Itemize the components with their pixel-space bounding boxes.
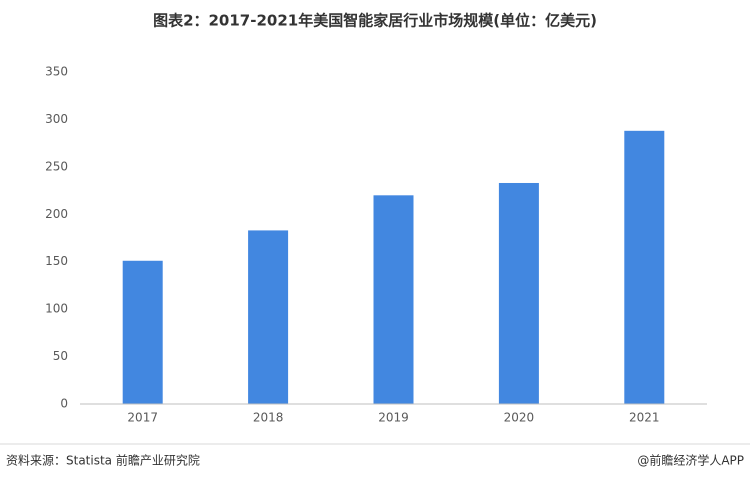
y-tick-label: 0 xyxy=(60,397,68,411)
y-tick-label: 300 xyxy=(45,112,68,126)
bar xyxy=(498,182,539,404)
bar xyxy=(373,195,414,404)
credit: @前瞻经济学人APP xyxy=(637,453,744,468)
bar xyxy=(624,130,665,404)
x-tick-label: 2021 xyxy=(629,411,660,425)
x-tick-label: 2020 xyxy=(504,411,535,425)
x-tick-label: 2019 xyxy=(378,411,409,425)
y-tick-label: 350 xyxy=(45,65,68,79)
x-tick-label: 2017 xyxy=(127,411,158,425)
y-tick-label: 150 xyxy=(45,254,68,268)
y-tick-label: 250 xyxy=(45,159,68,173)
bar xyxy=(248,230,289,404)
chart-title: 图表2：2017-2021年美国智能家居行业市场规模(单位：亿美元) xyxy=(153,12,597,30)
bar xyxy=(122,260,163,404)
y-tick-label: 200 xyxy=(45,207,68,221)
y-tick-label: 100 xyxy=(45,302,68,316)
x-tick-label: 2018 xyxy=(253,411,284,425)
source: 资料来源：Statista 前瞻产业研究院 xyxy=(6,453,200,468)
y-tick-label: 50 xyxy=(53,349,68,363)
